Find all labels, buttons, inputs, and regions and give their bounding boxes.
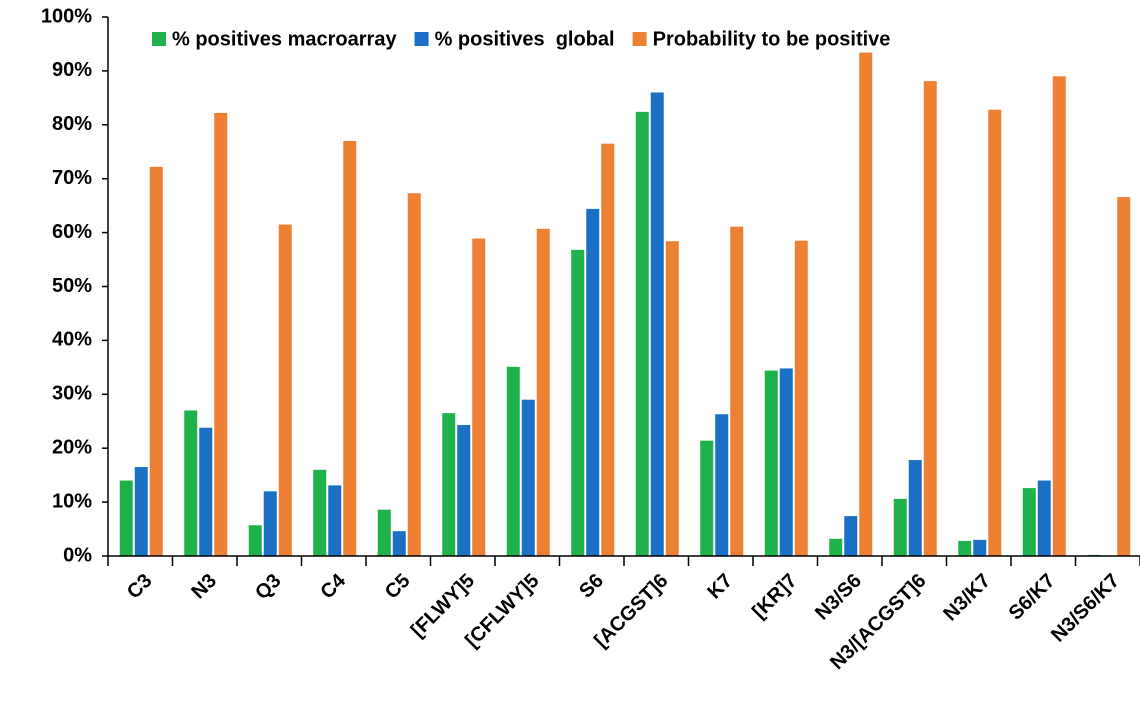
bar bbox=[407, 193, 421, 557]
bar bbox=[665, 241, 679, 556]
x-tick-label: N3/K7 bbox=[939, 570, 995, 626]
y-tick-label: 0% bbox=[63, 544, 92, 566]
bar bbox=[571, 249, 585, 556]
y-tick-label: 70% bbox=[52, 167, 92, 189]
y-tick-label: 40% bbox=[52, 329, 92, 351]
bar bbox=[1052, 76, 1066, 556]
bar bbox=[442, 413, 456, 556]
bar bbox=[199, 427, 213, 556]
bar bbox=[377, 509, 391, 556]
x-tick-label: S6/K7 bbox=[1005, 570, 1060, 625]
bar bbox=[779, 368, 793, 556]
bar bbox=[958, 540, 972, 556]
bar bbox=[313, 469, 327, 556]
bar bbox=[1037, 480, 1051, 556]
bar bbox=[506, 366, 520, 556]
x-tick-label: K7 bbox=[703, 570, 737, 604]
bar bbox=[859, 52, 873, 556]
legend-label: % positives macroarray bbox=[172, 28, 397, 50]
bar bbox=[700, 440, 714, 556]
bar bbox=[794, 240, 808, 556]
bar bbox=[601, 143, 615, 557]
x-tick-label: N3/S6/K7 bbox=[1047, 570, 1124, 647]
bar bbox=[472, 238, 486, 557]
bar bbox=[829, 538, 843, 556]
x-tick-label: N3/S6 bbox=[811, 570, 866, 625]
bar bbox=[650, 92, 664, 557]
bar bbox=[521, 399, 535, 556]
y-tick-label: 20% bbox=[52, 436, 92, 458]
bar bbox=[715, 414, 729, 556]
bar bbox=[988, 109, 1002, 556]
x-tick-label: N3 bbox=[187, 570, 221, 604]
bar bbox=[343, 140, 357, 556]
x-tick-label: Q3 bbox=[251, 570, 285, 604]
bar bbox=[764, 370, 778, 556]
x-tick-label: C5 bbox=[381, 570, 415, 604]
bar bbox=[1117, 197, 1131, 556]
bar bbox=[392, 531, 406, 556]
bar bbox=[893, 498, 907, 556]
bar bbox=[973, 539, 987, 556]
legend-swatch bbox=[152, 32, 166, 46]
bar bbox=[730, 226, 744, 556]
bar bbox=[536, 228, 550, 556]
bar bbox=[923, 81, 937, 557]
bar bbox=[149, 166, 163, 557]
legend-swatch bbox=[414, 32, 429, 46]
bar bbox=[457, 425, 471, 556]
y-tick-label: 30% bbox=[52, 383, 92, 405]
bar bbox=[184, 410, 198, 556]
bar bbox=[214, 112, 228, 556]
y-tick-label: 50% bbox=[52, 275, 92, 297]
bar bbox=[278, 224, 292, 556]
x-tick-label: [KR]7 bbox=[748, 570, 801, 623]
bar bbox=[248, 525, 262, 556]
legend-swatch bbox=[632, 32, 647, 46]
bar bbox=[1022, 488, 1036, 556]
bar bbox=[908, 460, 922, 556]
y-tick-label: 100% bbox=[41, 5, 92, 27]
x-tick-label: S6 bbox=[575, 570, 608, 603]
x-tick-label: C4 bbox=[316, 569, 350, 603]
bar bbox=[263, 491, 277, 556]
bar bbox=[844, 516, 858, 556]
y-tick-label: 60% bbox=[52, 221, 92, 243]
x-tick-label: C3 bbox=[123, 570, 157, 604]
bar bbox=[328, 485, 342, 556]
legend-label: % positives global bbox=[435, 28, 615, 50]
legend-label: Probability to be positive bbox=[653, 28, 891, 50]
y-tick-label: 80% bbox=[52, 113, 92, 135]
bar bbox=[119, 480, 133, 556]
y-tick-label: 90% bbox=[52, 59, 92, 81]
bar bbox=[586, 208, 600, 556]
bar bbox=[134, 467, 148, 556]
bar bbox=[635, 111, 649, 556]
y-tick-label: 10% bbox=[52, 490, 92, 512]
